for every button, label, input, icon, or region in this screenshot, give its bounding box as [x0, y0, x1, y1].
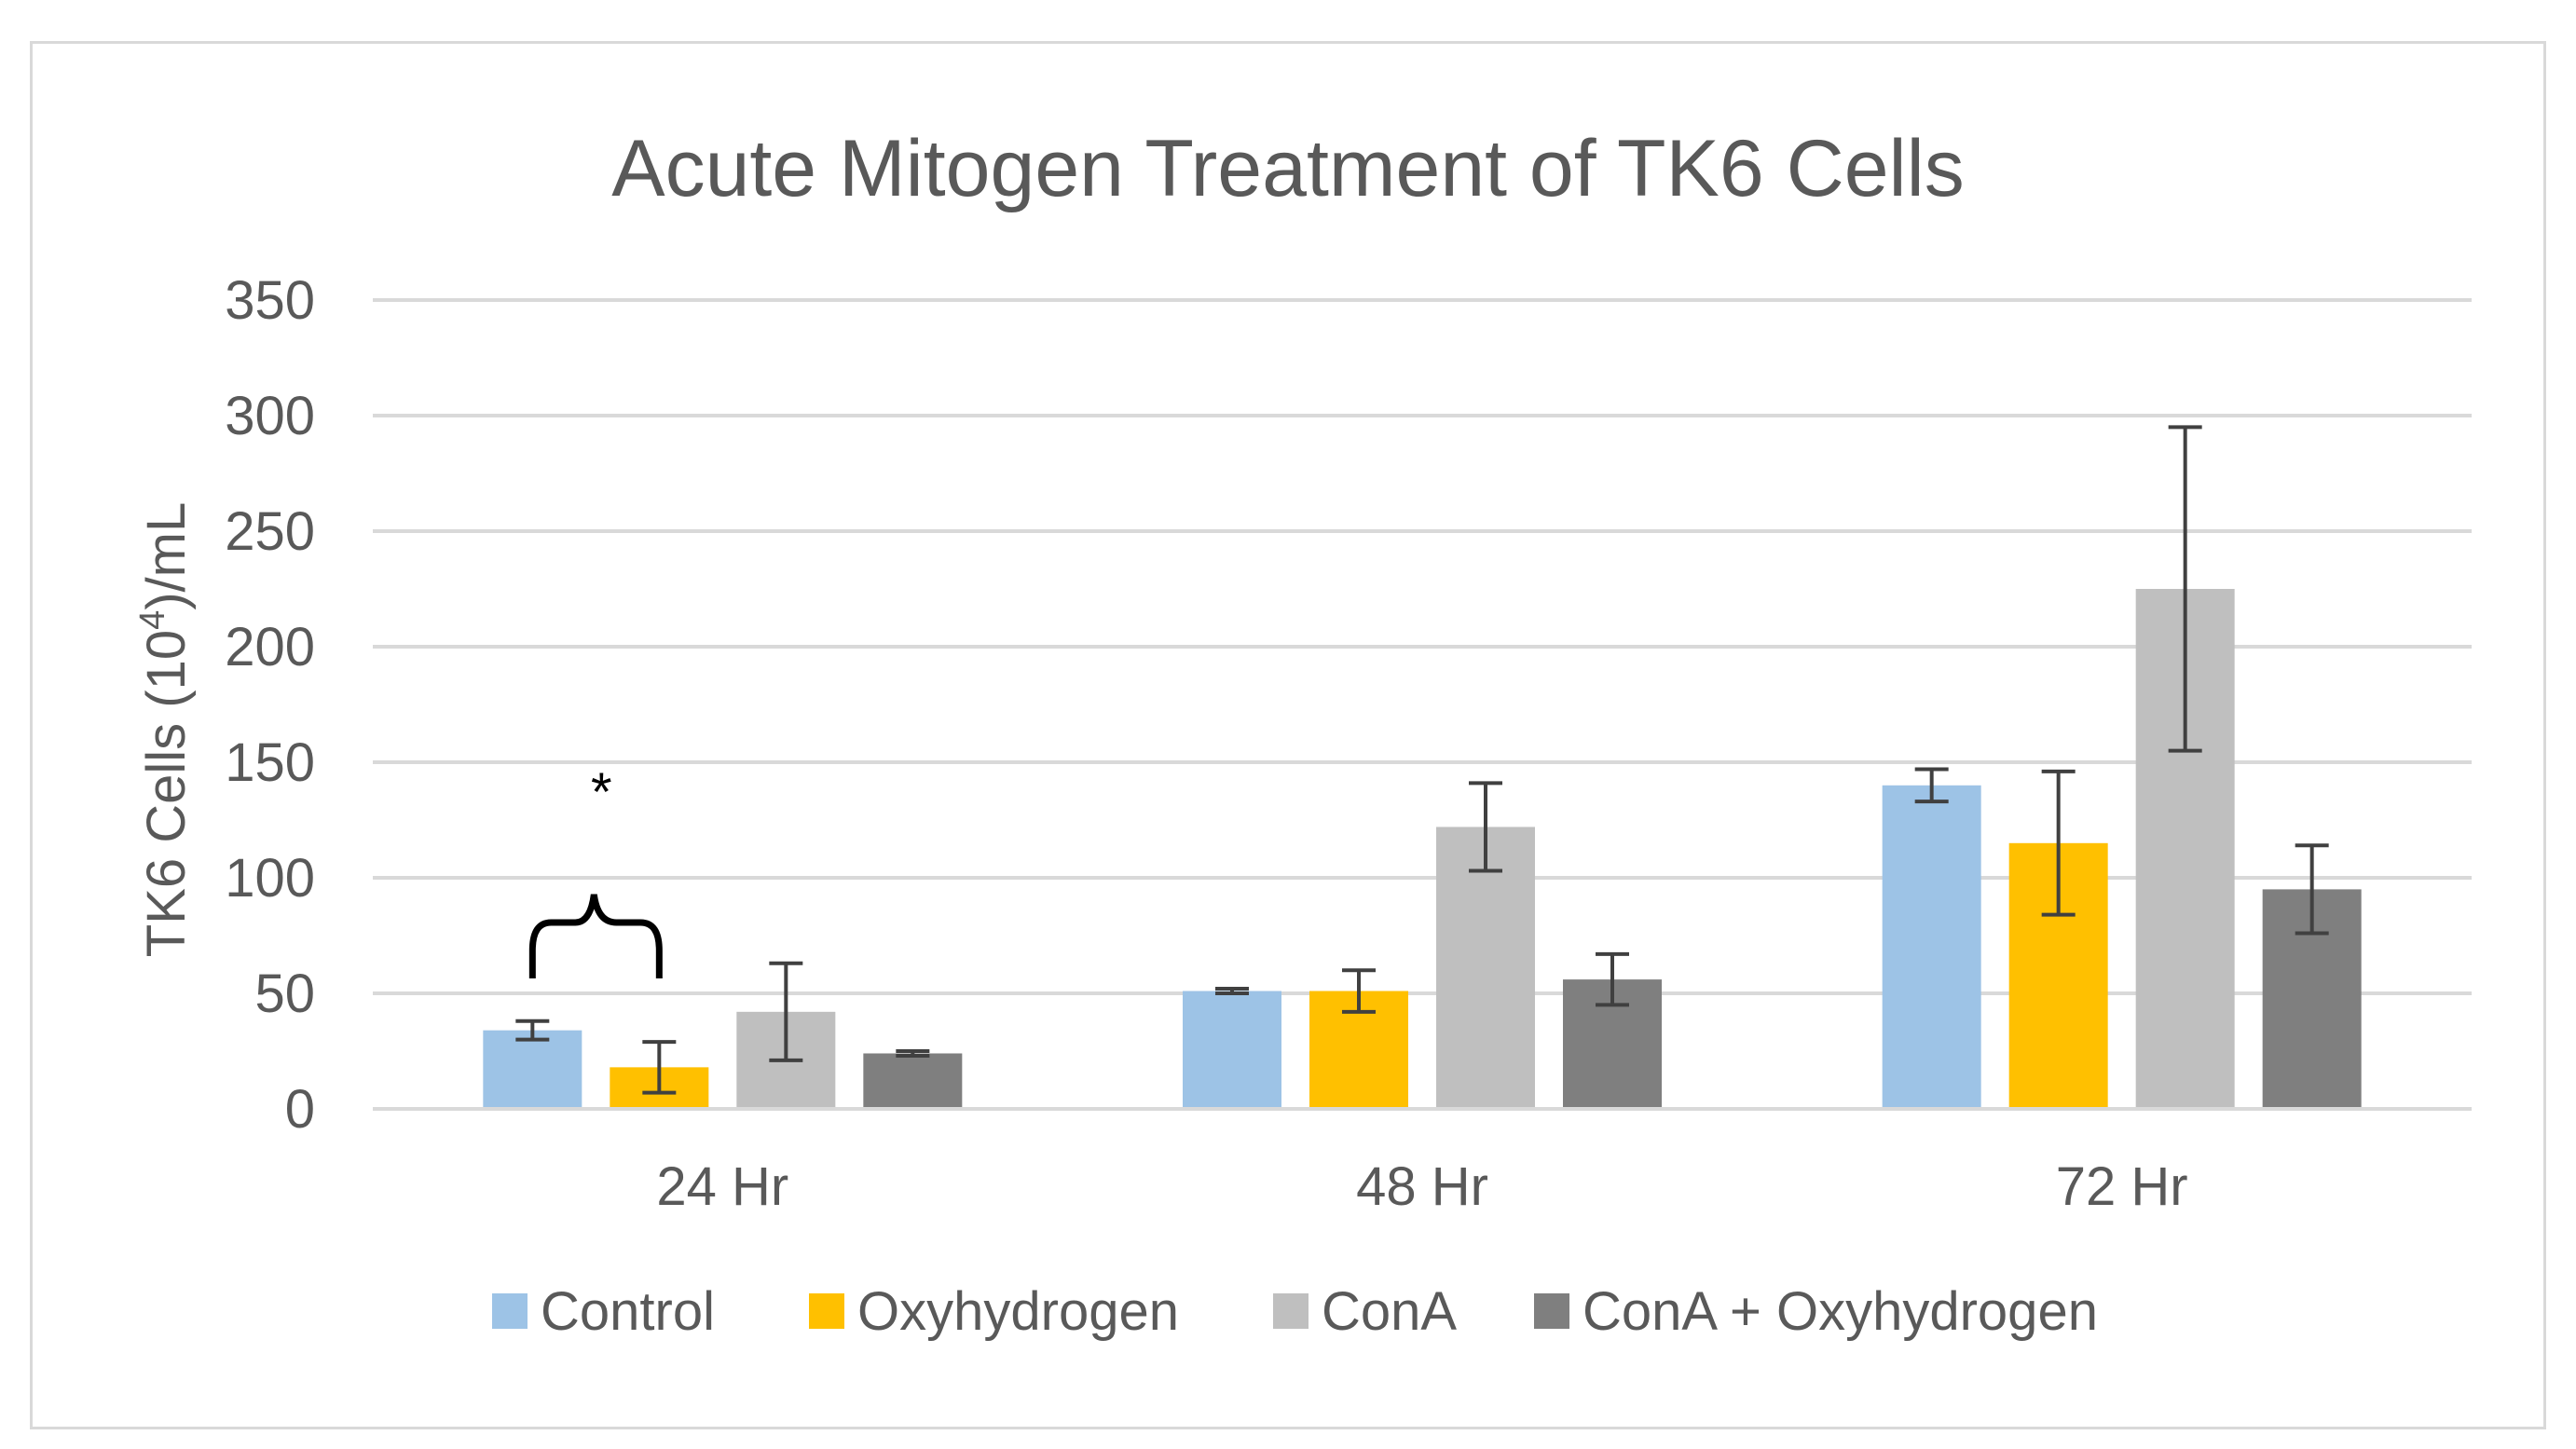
y-tick-label: 350	[225, 270, 315, 331]
legend-swatch	[1273, 1293, 1309, 1329]
x-axis-ticks: 24 Hr 48 Hr 72 Hr	[656, 1156, 2187, 1217]
y-axis-label: TK6 Cells (104)/mL	[133, 502, 197, 957]
bar	[1183, 991, 1281, 1109]
bar	[1882, 785, 1981, 1109]
bar	[483, 1030, 582, 1109]
legend-label: ConA + Oxyhydrogen	[1583, 1281, 2098, 1342]
error-bars	[515, 425, 2329, 1095]
significance-asterisk: *	[591, 762, 612, 823]
legend-item: Control	[492, 1281, 715, 1342]
chart-title: Acute Mitogen Treatment of TK6 Cells	[611, 124, 1965, 213]
legend-label: Oxyhydrogen	[857, 1281, 1179, 1342]
y-axis-ticks: 0 50 100 150 200 250 300 350	[225, 270, 315, 1140]
legend-swatch	[809, 1293, 844, 1329]
y-axis-label-superscript: 4	[133, 610, 172, 630]
legend-swatch	[1534, 1293, 1569, 1329]
y-tick-label: 50	[254, 964, 315, 1024]
x-tick-label: 24 Hr	[656, 1156, 788, 1217]
y-tick-label: 200	[225, 617, 315, 677]
legend: Control Oxyhydrogen ConA ConA + Oxyhydrogen	[492, 1281, 2098, 1342]
y-tick-label: 0	[285, 1079, 315, 1140]
legend-label: Control	[541, 1281, 715, 1342]
chart-frame	[30, 41, 2546, 1429]
y-tick-label: 100	[225, 848, 315, 909]
legend-item: ConA	[1273, 1281, 1457, 1342]
legend-swatch	[492, 1293, 528, 1329]
y-axis-label-tail: )/mL	[136, 502, 197, 610]
bar	[1436, 827, 1535, 1109]
significance-annotation: *	[528, 762, 663, 978]
y-axis-label-main: TK6 Cells (10	[136, 630, 197, 957]
y-tick-label: 150	[225, 732, 315, 793]
significance-bracket	[528, 894, 663, 978]
bars	[373, 589, 2472, 1111]
y-tick-label: 250	[225, 501, 315, 562]
legend-item: Oxyhydrogen	[809, 1281, 1179, 1342]
x-tick-label: 72 Hr	[2056, 1156, 2188, 1217]
y-tick-label: 300	[225, 386, 315, 446]
x-tick-label: 48 Hr	[1356, 1156, 1488, 1217]
legend-label: ConA	[1322, 1281, 1457, 1342]
bar	[863, 1053, 963, 1109]
legend-item: ConA + Oxyhydrogen	[1534, 1281, 2098, 1342]
